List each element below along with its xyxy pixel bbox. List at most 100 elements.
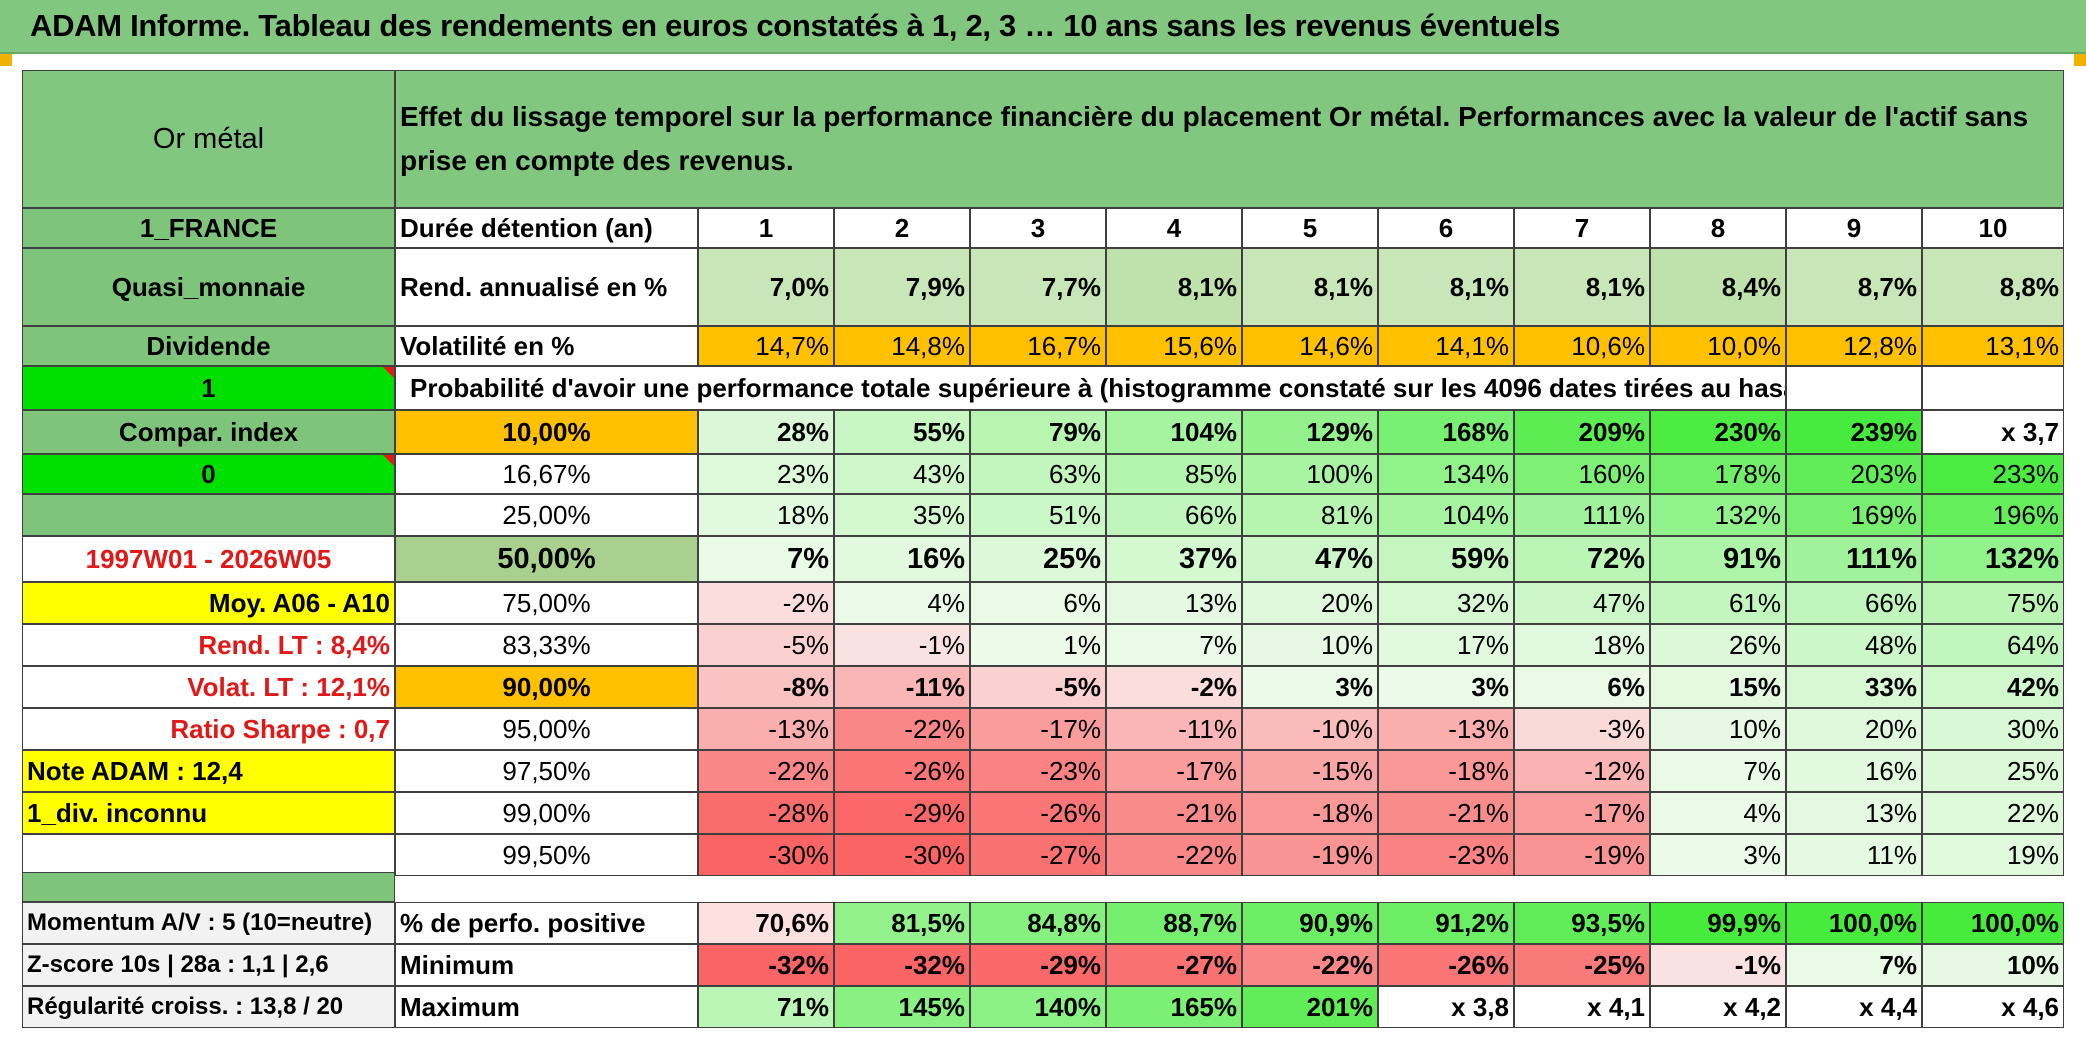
probability-value: 203% xyxy=(1786,454,1922,494)
probability-value: 61% xyxy=(1650,582,1786,624)
probability-value: 75% xyxy=(1922,582,2064,624)
zscore-label: Z-score 10s | 28a : 1,1 | 2,6 xyxy=(22,944,395,986)
vol-value: 15,6% xyxy=(1106,326,1242,366)
probability-value: 178% xyxy=(1650,454,1786,494)
probability-value: x 3,7 xyxy=(1922,410,2064,454)
stat-value: 90,9% xyxy=(1242,902,1378,944)
stat-value: 71% xyxy=(698,986,834,1028)
duration-header: 6 xyxy=(1378,208,1514,248)
probability-value: 13% xyxy=(1106,582,1242,624)
probability-value: 16% xyxy=(834,536,970,582)
probability-value: -3% xyxy=(1514,708,1650,750)
probability-value: 17% xyxy=(1378,624,1514,666)
asset-name: Or métal xyxy=(22,70,395,208)
stat-value: -27% xyxy=(1106,944,1242,986)
probability-value: -21% xyxy=(1106,792,1242,834)
table-header-description: Effet du lissage temporel sur la perform… xyxy=(395,70,2064,208)
empty-cell xyxy=(1786,366,1922,410)
spacer-green xyxy=(22,872,395,902)
empty-cell xyxy=(1922,366,2064,410)
probability-value: 23% xyxy=(698,454,834,494)
probability-value: 132% xyxy=(1922,536,2064,582)
probability-value: -2% xyxy=(1106,666,1242,708)
probability-value: -17% xyxy=(970,708,1106,750)
probability-value: 81% xyxy=(1242,494,1378,536)
sharpe-label: Ratio Sharpe : 0,7 xyxy=(22,708,395,750)
probability-value: 63% xyxy=(970,454,1106,494)
compar-index-label: Compar. index xyxy=(22,410,395,454)
probability-value: -26% xyxy=(834,750,970,792)
probability-value: 13% xyxy=(1786,792,1922,834)
probability-threshold: 97,50% xyxy=(395,750,698,792)
stat-value: 84,8% xyxy=(970,902,1106,944)
probability-value: 25% xyxy=(970,536,1106,582)
rend-value: 8,1% xyxy=(1378,248,1514,326)
probability-value: -19% xyxy=(1514,834,1650,876)
probability-value: 11% xyxy=(1786,834,1922,876)
probability-value: 66% xyxy=(1106,494,1242,536)
vol-value: 10,0% xyxy=(1650,326,1786,366)
duration-header: 1 xyxy=(698,208,834,248)
probability-value: 111% xyxy=(1786,536,1922,582)
probability-value: 132% xyxy=(1650,494,1786,536)
probability-value: -17% xyxy=(1514,792,1650,834)
probability-threshold: 99,00% xyxy=(395,792,698,834)
stat-value: 7% xyxy=(1786,944,1922,986)
period-label: 1997W01 - 2026W05 xyxy=(22,536,395,582)
probability-value: -8% xyxy=(698,666,834,708)
probability-value: 1% xyxy=(970,624,1106,666)
probability-value: 20% xyxy=(1786,708,1922,750)
probability-value: -22% xyxy=(698,750,834,792)
probability-value: -1% xyxy=(834,624,970,666)
stat-value: 145% xyxy=(834,986,970,1028)
probability-value: 55% xyxy=(834,410,970,454)
probability-value: -17% xyxy=(1106,750,1242,792)
probability-threshold: 50,00% xyxy=(395,536,698,582)
probability-value: 59% xyxy=(1378,536,1514,582)
probability-value: 48% xyxy=(1786,624,1922,666)
stat-label: Minimum xyxy=(395,944,698,986)
probability-value: 30% xyxy=(1922,708,2064,750)
probability-value: -5% xyxy=(970,666,1106,708)
probability-value: -30% xyxy=(834,834,970,876)
probability-value: 85% xyxy=(1106,454,1242,494)
probability-value: 19% xyxy=(1922,834,2064,876)
probability-value: 169% xyxy=(1786,494,1922,536)
stat-value: x 4,6 xyxy=(1922,986,2064,1028)
probability-value: 64% xyxy=(1922,624,2064,666)
probability-threshold: 90,00% xyxy=(395,666,698,708)
probability-value: -11% xyxy=(834,666,970,708)
note-adam-label: Note ADAM : 12,4 xyxy=(22,750,395,792)
probability-threshold: 95,00% xyxy=(395,708,698,750)
probability-value: 111% xyxy=(1514,494,1650,536)
probability-value: 129% xyxy=(1242,410,1378,454)
probability-threshold: 25,00% xyxy=(395,494,698,536)
duration-header: 3 xyxy=(970,208,1106,248)
duration-header: 7 xyxy=(1514,208,1650,248)
stat-value: 88,7% xyxy=(1106,902,1242,944)
stat-value: -1% xyxy=(1650,944,1786,986)
vol-value: 16,7% xyxy=(970,326,1106,366)
comment-marker xyxy=(383,367,394,378)
probability-value: 160% xyxy=(1514,454,1650,494)
rend-value: 8,4% xyxy=(1650,248,1786,326)
vol-value: 13,1% xyxy=(1922,326,2064,366)
probability-value: 25% xyxy=(1922,750,2064,792)
probability-value: 47% xyxy=(1514,582,1650,624)
vol-label: Volatilité en % xyxy=(395,326,698,366)
probability-value: 104% xyxy=(1106,410,1242,454)
rend-value: 8,8% xyxy=(1922,248,2064,326)
proba-heading: Probabilité d'avoir une performance tota… xyxy=(395,366,1786,410)
duration-label: Durée détention (an) xyxy=(395,208,698,248)
stat-value: 100,0% xyxy=(1922,902,2064,944)
probability-value: 22% xyxy=(1922,792,2064,834)
probability-value: -19% xyxy=(1242,834,1378,876)
probability-value: -23% xyxy=(970,750,1106,792)
probability-value: 28% xyxy=(698,410,834,454)
rend-value: 7,7% xyxy=(970,248,1106,326)
probability-threshold: 83,33% xyxy=(395,624,698,666)
vol-value: 14,7% xyxy=(698,326,834,366)
stat-value: -22% xyxy=(1242,944,1378,986)
stat-value: -32% xyxy=(698,944,834,986)
